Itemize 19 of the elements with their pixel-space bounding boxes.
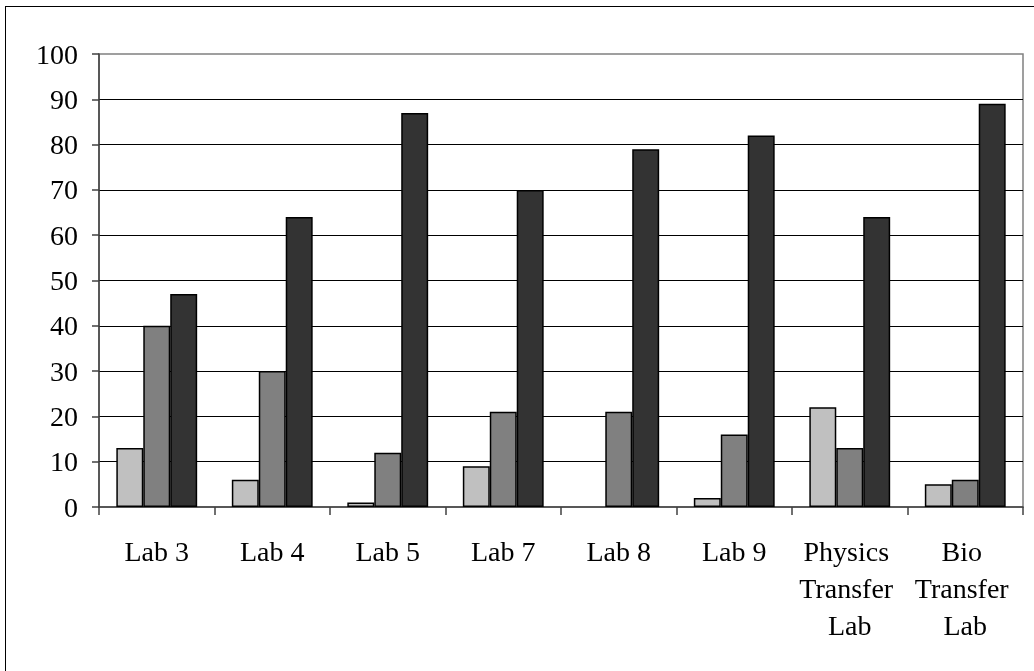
x-tick-label: Lab 4	[239, 536, 305, 567]
x-tick-label: Lab 9	[701, 536, 767, 567]
y-tick-label: 20	[50, 400, 78, 432]
x-tick-label: Bio Transfer Lab	[914, 536, 1016, 641]
y-tick-label: 90	[50, 83, 78, 115]
y-tick-label: 10	[50, 446, 78, 478]
y-tick-label: 50	[50, 265, 78, 296]
x-tick-label: Lab 3	[124, 536, 190, 567]
x-tick-label: Physics Transfer Lab	[799, 536, 901, 641]
x-tick-label: Lab 5	[355, 536, 421, 567]
y-tick-label: 60	[50, 219, 78, 251]
y-tick-label: 80	[50, 129, 78, 161]
y-tick-label: 30	[50, 355, 78, 387]
y-tick-label: 0	[64, 491, 78, 523]
x-tick-label: Lab 8	[586, 536, 652, 567]
y-tick-label: 100	[36, 38, 78, 70]
y-tick-label: 40	[50, 310, 78, 342]
x-tick-label: Lab 7	[470, 536, 536, 567]
y-tick-label: 70	[50, 174, 78, 206]
